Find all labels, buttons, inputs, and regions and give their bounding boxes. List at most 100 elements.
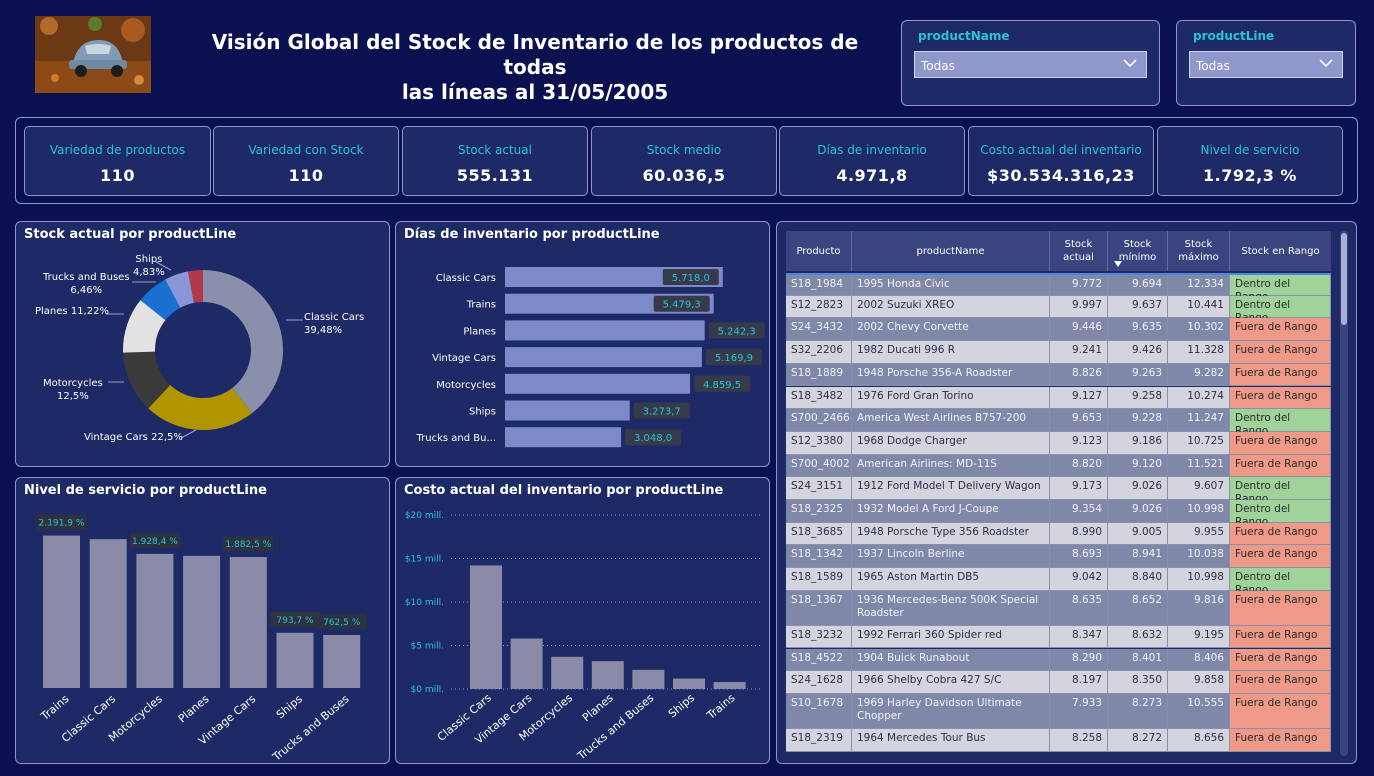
table-cell: 1969 Harley Davidson Ultimate Chopper (852, 693, 1050, 729)
table-row[interactable]: S18_3232 1992 Ferrari 360 Spider red 8.347… (786, 625, 1331, 649)
donut-slice-trucks-and-buses[interactable] (140, 279, 181, 321)
bar-trucks-and-bu[interactable] (505, 427, 622, 448)
bar-vintage-cars[interactable] (510, 638, 543, 689)
table-cell: S24_3151 (786, 477, 852, 500)
table-row[interactable]: S32_2206 1982 Ducati 996 R 9.241 9.426 11.32… (786, 341, 1331, 364)
donut-slice-motorcycles[interactable] (123, 351, 171, 409)
table-row[interactable]: S24_1628 1966 Shelby Cobra 427 S/C 8.197 8.… (786, 671, 1331, 694)
table-row[interactable]: S18_1984 1995 Honda Civic 9.772 9.694 12.334… (786, 273, 1331, 303)
table-cell: S18_1589 (786, 568, 852, 591)
donut-slice-ships[interactable] (165, 271, 194, 308)
bar-classic-cars[interactable] (470, 565, 502, 689)
table-row[interactable]: S24_3151 1912 Ford Model T Delivery Wagon… (786, 477, 1331, 505)
table-row[interactable]: S24_3432 2002 Chevy Corvette 9.446 9.635 10.… (786, 318, 1331, 342)
table-cell: 1964 Mercedes Tour Bus (852, 728, 1050, 752)
productline-dropdown[interactable]: Todas (1189, 51, 1343, 78)
column-header-stock-en-rango[interactable]: Stock en Rango (1241, 245, 1320, 257)
bar-motorcycles[interactable] (136, 553, 174, 688)
data-label: 5.479,3 (663, 300, 701, 311)
table-row[interactable]: S12_2823 2002 Suzuki XREO 9.997 9.637 10.441… (786, 295, 1331, 324)
bar-planes[interactable] (591, 661, 624, 689)
table-row[interactable]: S18_1367 1936 Mercedes-Benz 500K Special … (786, 590, 1331, 626)
bar-ships[interactable] (505, 400, 630, 421)
table-cell: 7.933 (1050, 693, 1108, 729)
data-label-bg (129, 532, 180, 548)
category-label: Trains (38, 692, 72, 723)
table-row[interactable]: S700_2466 America West Airlines B757-200 9… (786, 409, 1331, 437)
table-row[interactable]: S12_3380 1968 Dodge Charger 9.123 9.186 10.7… (786, 431, 1331, 455)
category-label: Ships (274, 692, 305, 721)
table-row[interactable]: S700_4002 American Airlines: MD-11S 8.820 9… (786, 454, 1331, 478)
column-header-productname[interactable]: productName (852, 231, 1050, 271)
scrollbar-thumb[interactable] (1341, 233, 1347, 325)
donut-slice-planes[interactable] (123, 300, 166, 353)
table-cell: 9.228 (1108, 409, 1168, 432)
bar-motorcycles[interactable] (551, 656, 584, 689)
table-cell: 9.635 (1108, 318, 1168, 342)
table-header: Producto productName Stock actual Stock … (786, 231, 1331, 271)
donut-slice-trains[interactable] (187, 270, 203, 303)
dropdown-value: Todas (921, 59, 955, 73)
data-label-bg (36, 514, 87, 530)
bar-planes[interactable] (505, 320, 705, 341)
table-cell: S10_1678 (786, 693, 852, 729)
data-label: 762,5 % (323, 618, 361, 628)
table-row[interactable]: S18_1889 1948 Porsche 356-A Roadster 8.826… (786, 363, 1331, 387)
bar-ships[interactable] (276, 632, 314, 688)
bar-trains[interactable] (43, 535, 80, 688)
dropdown-value: Todas (1196, 59, 1230, 73)
bar-vintage-cars[interactable] (229, 557, 267, 688)
table-cell: 8.273 (1108, 693, 1168, 729)
table-cell: Fuera de Rango (1230, 522, 1331, 546)
bar-trains[interactable] (713, 682, 746, 689)
donut-chart[interactable] (16, 222, 391, 468)
bar-classic-cars[interactable] (89, 539, 127, 688)
column-header-producto[interactable]: Producto (786, 231, 852, 271)
table-cell: 9.354 (1050, 500, 1108, 523)
table-row[interactable]: S18_3482 1976 Ford Gran Torino 9.127 9.258 1… (786, 386, 1331, 410)
table-cell: 9.241 (1050, 341, 1108, 364)
bar-planes[interactable] (183, 555, 221, 688)
service-level-panel: Nivel de servicio por productLine 2.191,… (15, 477, 390, 764)
table-cell: 9.123 (1050, 431, 1108, 455)
days-bar-chart[interactable]: Classic Cars 5.718,0 Trains 5.479,3 Planes 5.… (396, 222, 771, 468)
donut-slice-classic-cars[interactable] (203, 270, 283, 414)
table-scrollbar[interactable] (1340, 231, 1348, 756)
bar-trucks-and-buses[interactable] (323, 634, 361, 688)
table-cell: 9.120 (1108, 454, 1168, 478)
bar-vintage-cars[interactable] (505, 347, 702, 368)
table-row[interactable]: S18_2325 1932 Model A Ford J-Coupe 9.354 9.… (786, 500, 1331, 528)
kpi-label: Variedad de productos (49, 143, 186, 157)
column-header-stock-actual[interactable]: Stock actual (1050, 231, 1108, 271)
table-cell: Dentro del Rango (1230, 409, 1331, 437)
category-label: Trains (466, 300, 496, 311)
productname-dropdown[interactable]: Todas (914, 51, 1147, 78)
donut-slice-vintage-cars[interactable] (148, 385, 253, 430)
table-row[interactable]: S10_1678 1969 Harley Davidson Ultimate Ch… (786, 693, 1331, 729)
table-row[interactable]: S18_1342 1937 Lincoln Berline 8.693 8.941 10… (786, 545, 1331, 569)
table-row[interactable]: S18_3685 1948 Porsche Type 356 Roadster 8.… (786, 522, 1331, 546)
cost-bar-chart[interactable]: $20 mill. $15 mill. $10 mill. $5 mill. $0 mi… (396, 478, 771, 765)
table-cell: 8.693 (1050, 545, 1108, 569)
table-row[interactable]: S18_4522 1904 Buick Runabout 8.290 8.401 8.4… (786, 648, 1331, 672)
bar-motorcycles[interactable] (505, 373, 691, 394)
table-cell: 10.274 (1168, 386, 1230, 410)
slice-label-trucks-and-buses: Trucks and Buses 6,46% (43, 272, 130, 296)
data-label-bg (694, 375, 751, 392)
kpi-strip: Variedad de productos 110 Variedad con St… (15, 117, 1358, 204)
table-cell: 9.263 (1108, 363, 1168, 387)
page-title-line-2: las líneas al 31/05/2005 (401, 80, 669, 104)
table-row[interactable]: S18_1589 1965 Aston Martin DB5 9.042 8.840 1… (786, 568, 1331, 596)
table-cell: 10.302 (1168, 318, 1230, 342)
table-cell: 10.038 (1168, 545, 1230, 569)
column-header-stock-minimo[interactable]: Stock mínimo (1108, 231, 1168, 271)
kpi-value: 555.131 (456, 166, 534, 185)
table-cell: Fuera de Rango (1230, 693, 1331, 729)
column-header-stock-maximo[interactable]: Stock máximo (1168, 231, 1230, 271)
table-cell: S18_1889 (786, 363, 852, 387)
bar-ships[interactable] (673, 678, 705, 689)
table-row[interactable]: S18_2319 1964 Mercedes Tour Bus 8.258 8.272… (786, 728, 1331, 752)
bar-trucks-and-buses[interactable] (632, 669, 665, 689)
table-cell: 10.998 (1168, 568, 1230, 591)
